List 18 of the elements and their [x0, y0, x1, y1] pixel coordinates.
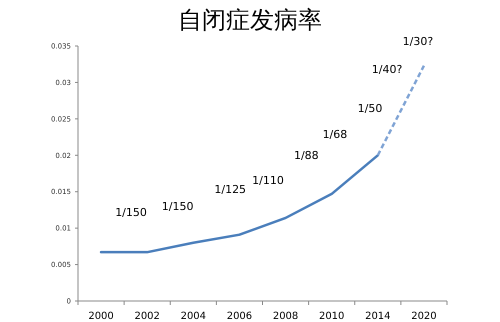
- annotation: 1/150: [162, 200, 194, 213]
- annotation: 1/50: [358, 102, 382, 115]
- x-tick-label: 2008: [272, 311, 298, 322]
- x-tick-label: 2010: [318, 311, 344, 322]
- annotation: 1/40?: [372, 63, 402, 76]
- x-tick-label: 2004: [180, 311, 206, 322]
- x-tick-label: 2002: [134, 311, 160, 322]
- annotation: 1/30?: [402, 35, 434, 48]
- x-tick-label: 2000: [88, 311, 114, 322]
- x-tick-label: 2014: [365, 311, 391, 322]
- annotation: 1/125: [214, 183, 246, 196]
- annotation: 1/110: [252, 174, 284, 187]
- annotation: 1/68: [322, 128, 348, 141]
- chart-title: 自闭症发病率: [178, 6, 322, 34]
- x-tick-label: 2006: [226, 311, 252, 322]
- annotation: 1/150: [115, 206, 147, 219]
- annotation: 1/88: [294, 149, 319, 162]
- x-tick-label: 2020: [411, 311, 437, 322]
